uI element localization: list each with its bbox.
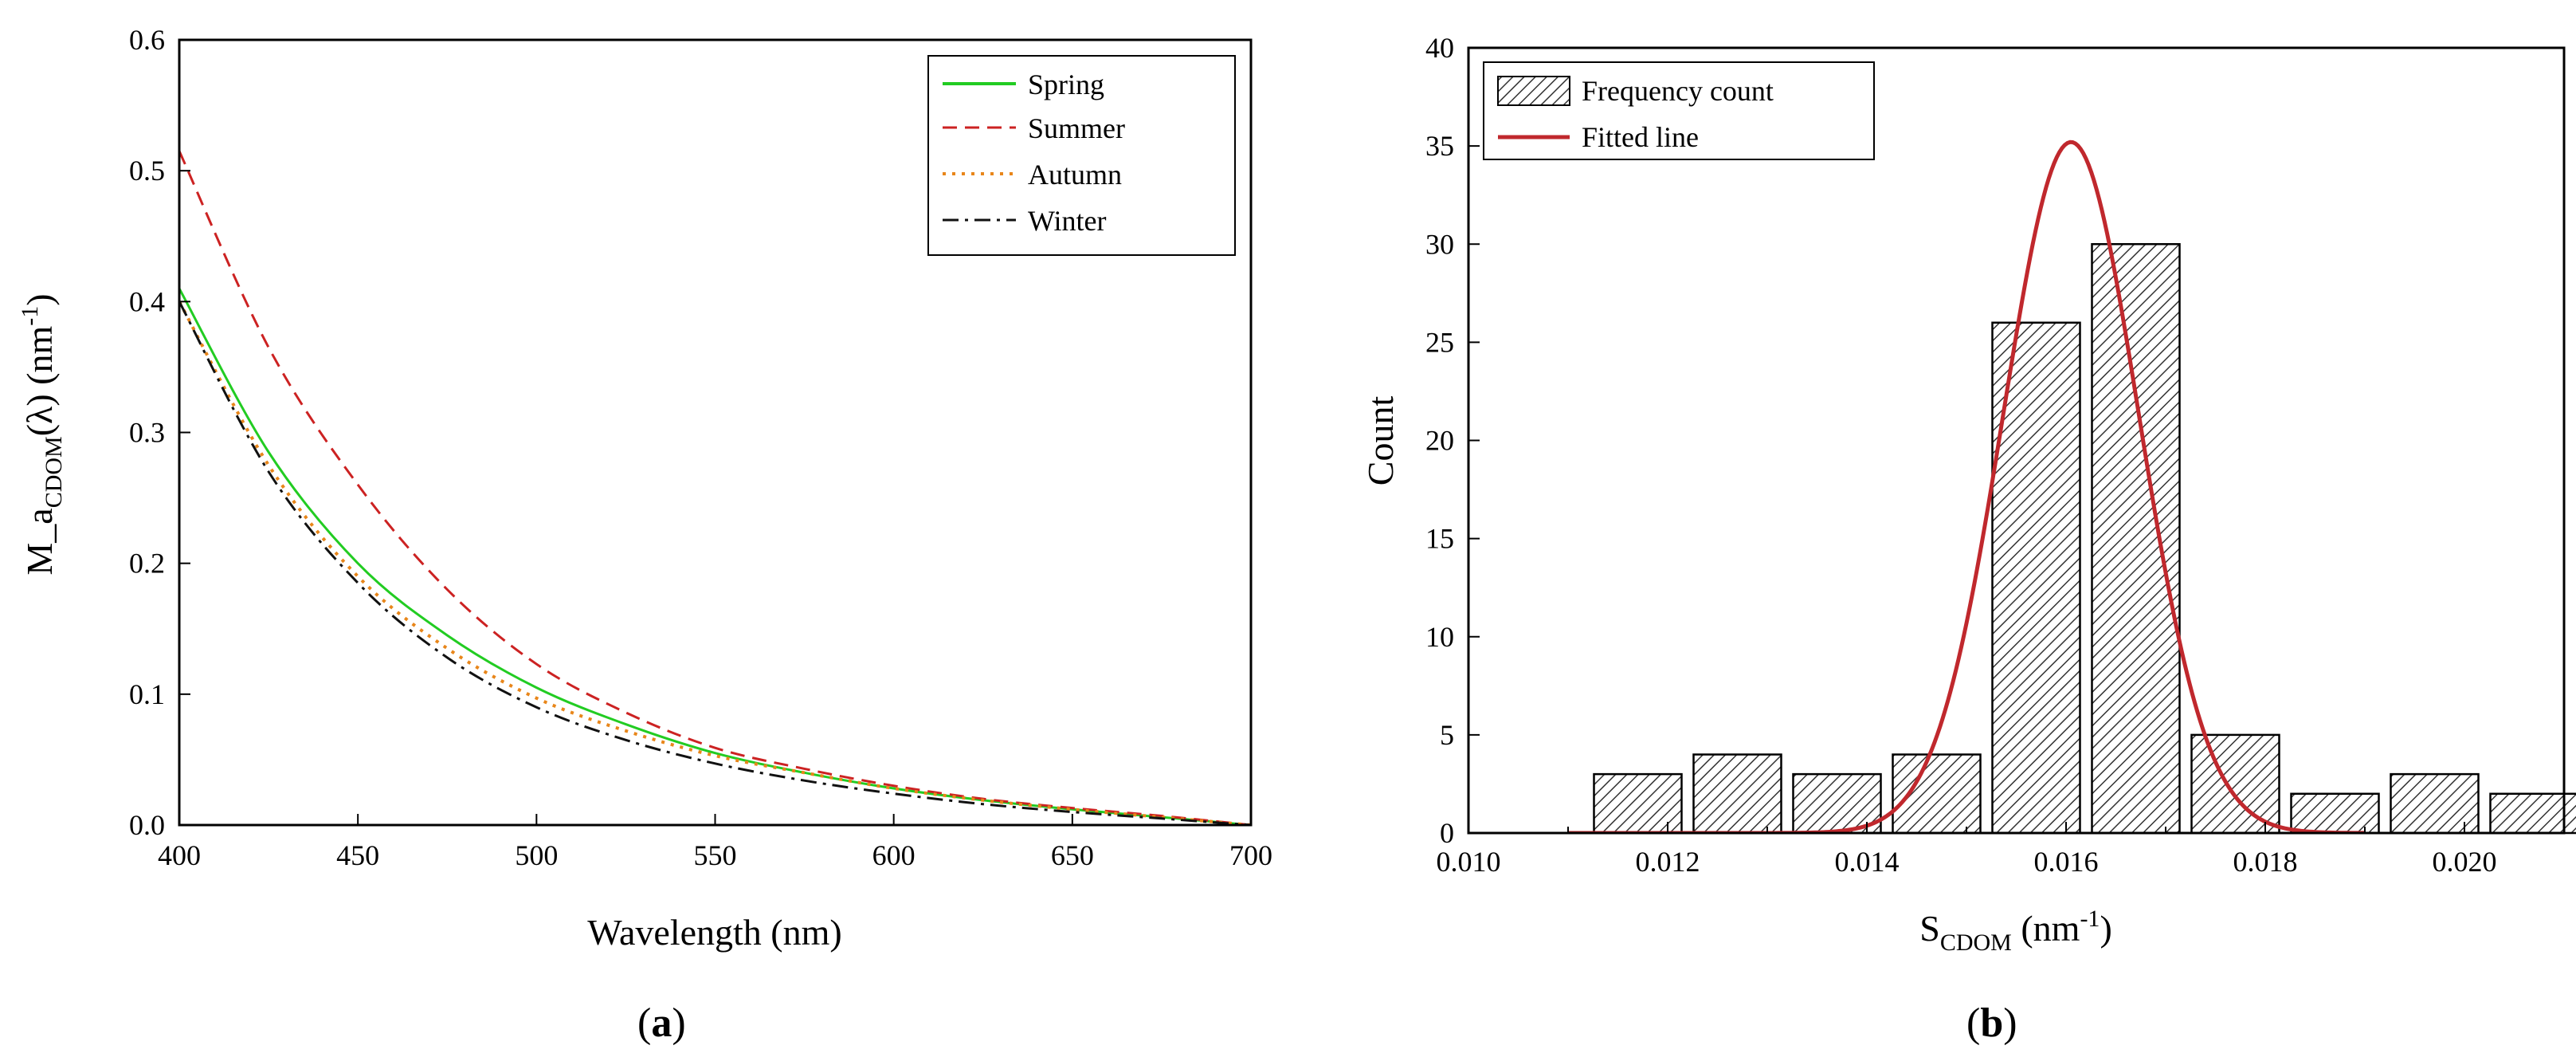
x-tick-label-b: 0.012: [1636, 846, 1700, 878]
y-tick-label-b: 40: [1425, 32, 1454, 64]
panel-label-a: (a): [637, 1000, 686, 1046]
y-tick-label-b: 0: [1440, 817, 1454, 849]
legend-label-winter: Winter: [1028, 205, 1107, 237]
x-tick-label-b: 0.020: [2433, 846, 2497, 878]
chart-b: 0.010 0.012 0.014 0.016 0.018 0.020 0 5 10 15 20 25…: [1360, 32, 2576, 1046]
chart-b-y-axis-title: Count: [1360, 396, 1401, 486]
legend-label-fitted-line: Fitted line: [1582, 121, 1699, 153]
legend-label-autumn: Autumn: [1028, 159, 1122, 191]
x-tick-label-a: 450: [336, 839, 379, 871]
y-tick-label-b: 25: [1425, 326, 1454, 358]
histogram-bar: [2290, 792, 2380, 835]
x-tick-label-b: 0.010: [1437, 846, 1501, 878]
histogram-bar: [2489, 792, 2576, 835]
chart-b-legend: Frequency count Fitted line: [1483, 61, 1875, 160]
x-tick-label-a: 650: [1051, 839, 1094, 871]
histogram-bar: [1593, 772, 1683, 835]
y-tick-label-a: 0.0: [129, 809, 165, 841]
x-tick-label-a: 600: [872, 839, 916, 871]
x-tick-label-b: 0.016: [2034, 846, 2099, 878]
chart-a-y-axis-title: M_aCDOM(λ) (nm-1): [17, 293, 67, 575]
y-tick-label-b: 30: [1425, 228, 1454, 260]
chart-a-legend-box: [927, 55, 1236, 256]
series-line-spring: [179, 288, 1251, 825]
chart-a-legend: Spring Summer Autumn Winter: [927, 55, 1236, 256]
histogram-bar: [2190, 733, 2280, 835]
y-tick-label-a: 0.5: [129, 155, 165, 187]
x-tick-label-b: 0.018: [2233, 846, 2298, 878]
x-tick-label-a: 500: [515, 839, 558, 871]
series-line-summer: [179, 150, 1251, 825]
y-tick-label-b: 5: [1440, 719, 1454, 751]
x-tick-label-b: 0.014: [1835, 846, 1900, 878]
chart-a: 400 450 500 550 600 650 700 0.0 0.1 0.2 0.3 0.4 0.5 0…: [17, 24, 1272, 1046]
y-tick-label-a: 0.2: [129, 548, 165, 580]
panel-label-b: (b): [1966, 1000, 2017, 1046]
y-tick-label-b: 15: [1425, 523, 1454, 555]
legend-swatch-frequency-count: [1497, 76, 1570, 106]
y-tick-label-a: 0.1: [129, 678, 165, 710]
y-tick-label-a: 0.4: [129, 285, 165, 317]
chart-a-x-axis-title: Wavelength (nm): [587, 912, 841, 953]
chart-b-x-axis-title: SCDOM (nm-1): [1919, 906, 2112, 956]
series-line-winter: [179, 301, 1251, 825]
y-tick-label-b: 20: [1425, 425, 1454, 457]
legend-label-summer: Summer: [1028, 112, 1125, 144]
y-tick-label-b: 35: [1425, 130, 1454, 162]
fitted-gaussian-line: [1568, 140, 2366, 833]
y-tick-label-a: 0.3: [129, 417, 165, 449]
legend-label-frequency-count: Frequency count: [1582, 75, 1774, 107]
x-tick-label-a: 400: [158, 839, 201, 871]
x-tick-label-a: 700: [1229, 839, 1272, 871]
legend-label-spring: Spring: [1028, 69, 1104, 100]
histogram-bar: [1692, 753, 1782, 835]
x-tick-label-a: 550: [694, 839, 737, 871]
histogram-bar: [2091, 243, 2181, 835]
y-tick-label-a: 0.6: [129, 24, 165, 56]
y-tick-label-b: 10: [1425, 621, 1454, 653]
series-line-autumn: [179, 301, 1251, 825]
histogram-bar: [1892, 753, 1982, 835]
histogram-bar: [1991, 321, 2081, 835]
